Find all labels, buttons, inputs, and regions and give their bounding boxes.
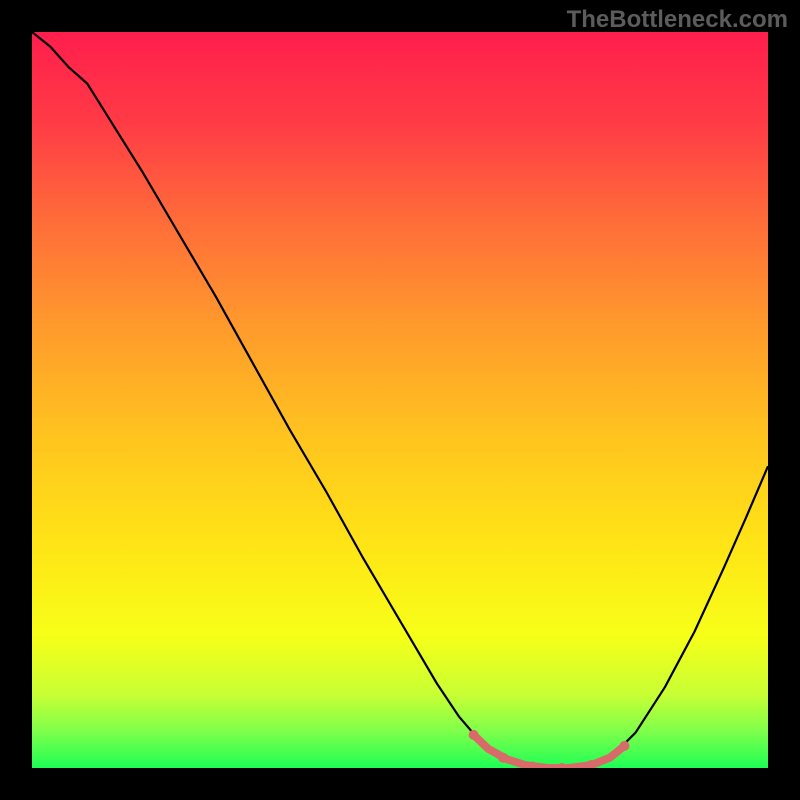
optimal-range-dot: [498, 753, 508, 763]
optimal-range-dot: [469, 730, 479, 740]
watermark-text: TheBottleneck.com: [567, 6, 788, 34]
bottleneck-chart: [32, 32, 768, 768]
chart-frame: TheBottleneck.com: [0, 0, 800, 800]
optimal-range-dot: [619, 741, 629, 751]
chart-background: [32, 32, 768, 768]
